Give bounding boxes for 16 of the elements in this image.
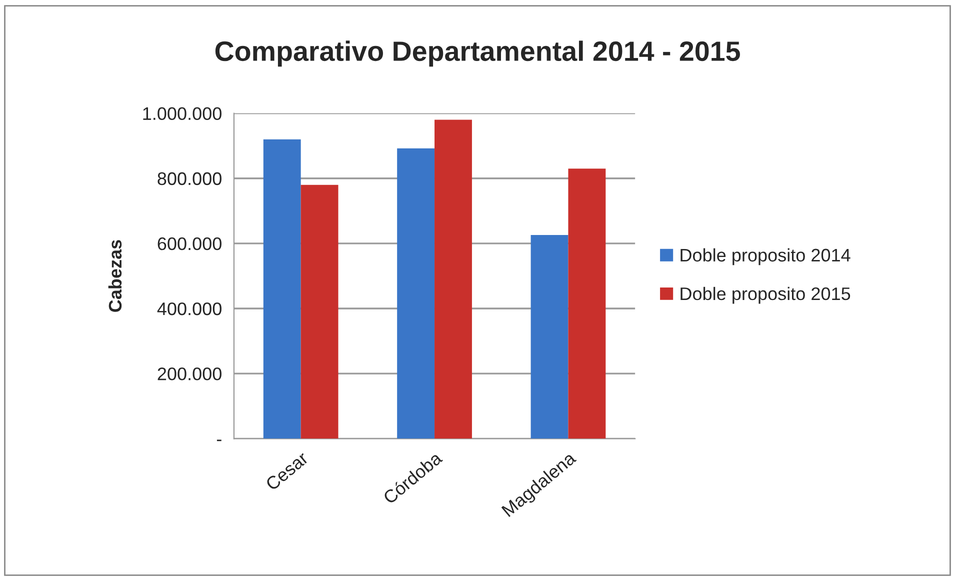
bar xyxy=(263,139,301,439)
y-axis-title: Cabezas xyxy=(108,240,122,312)
bar xyxy=(434,120,472,439)
bar xyxy=(397,148,435,439)
bar xyxy=(530,234,568,439)
y-tick-label: - xyxy=(216,440,222,442)
chart-title: Comparativo Departamental 2014 - 2015 xyxy=(215,40,740,67)
y-tick-label: 400.000 xyxy=(157,302,222,316)
y-tick-label: 1.000.000 xyxy=(143,107,222,120)
legend-label: Doble proposito 2014 xyxy=(680,248,850,266)
bar xyxy=(300,184,338,439)
y-tick-label: 600.000 xyxy=(158,237,222,250)
bar xyxy=(568,168,606,439)
y-tick-label: 800.000 xyxy=(158,172,222,186)
y-tick-label: 200.000 xyxy=(158,368,222,380)
legend-label: Doble proposito 2015 xyxy=(680,286,850,304)
